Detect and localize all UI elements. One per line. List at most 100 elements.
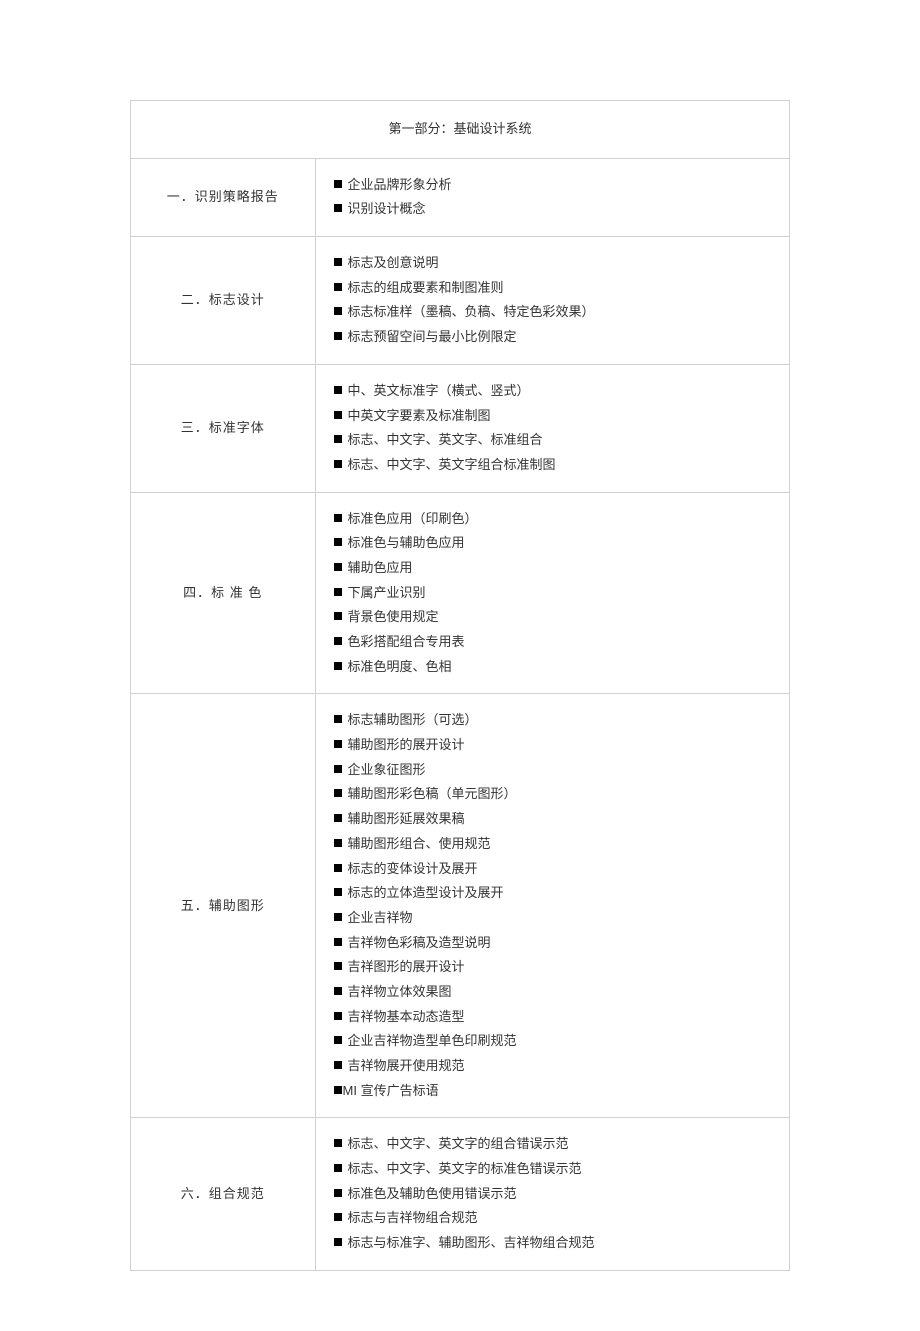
section-label-cell: 五．辅助图形 — [131, 694, 316, 1118]
list-item: 下属产业识别 — [334, 581, 771, 606]
square-bullet-icon — [334, 514, 342, 522]
section-label-cell: 二．标志设计 — [131, 237, 316, 365]
item-text: MI 宣传广告标语 — [343, 1083, 439, 1098]
table-row: 一．识别策略报告 企业品牌形象分析 识别设计概念 — [131, 158, 790, 236]
square-bullet-icon — [334, 814, 342, 822]
square-bullet-icon — [334, 637, 342, 645]
item-text: 中、英文标准字（横式、竖式） — [348, 383, 530, 398]
list-item: 标志、中文字、英文字组合标准制图 — [334, 453, 771, 478]
section-items-cell: 标志及创意说明 标志的组成要素和制图准则 标志标准样（墨稿、负稿、特定色彩效果）… — [315, 237, 789, 365]
square-bullet-icon — [334, 180, 342, 188]
list-item: 辅助色应用 — [334, 556, 771, 581]
item-text: 标志、中文字、英文字、标准组合 — [348, 432, 543, 447]
item-text: 企业吉祥物 — [348, 910, 413, 925]
list-item: 企业吉祥物 — [334, 906, 771, 931]
item-text: 标志的立体造型设计及展开 — [348, 885, 504, 900]
section-items-cell: 标准色应用（印刷色） 标准色与辅助色应用 辅助色应用 下属产业识别 背景色使用规… — [315, 492, 789, 694]
square-bullet-icon — [334, 888, 342, 896]
list-item: 企业品牌形象分析 — [334, 173, 771, 198]
square-bullet-icon — [334, 962, 342, 970]
table-row: 五．辅助图形 标志辅助图形（可选） 辅助图形的展开设计 企业象征图形 辅助图形彩… — [131, 694, 790, 1118]
section-items-cell: 企业品牌形象分析 识别设计概念 — [315, 158, 789, 236]
list-item: 中、英文标准字（横式、竖式） — [334, 379, 771, 404]
square-bullet-icon — [334, 460, 342, 468]
square-bullet-icon — [334, 612, 342, 620]
section-label: 二．标志设计 — [181, 292, 265, 307]
list-item: 标志的组成要素和制图准则 — [334, 276, 771, 301]
item-text: 辅助图形组合、使用规范 — [348, 836, 491, 851]
item-text: 辅助图形延展效果稿 — [348, 811, 465, 826]
square-bullet-icon — [334, 332, 342, 340]
section-items-cell: 标志、中文字、英文字的组合错误示范 标志、中文字、英文字的标准色错误示范 标准色… — [315, 1118, 789, 1270]
item-text: 标志预留空间与最小比例限定 — [348, 329, 517, 344]
list-item: 企业吉祥物造型单色印刷规范 — [334, 1029, 771, 1054]
square-bullet-icon — [334, 258, 342, 266]
document-table: 第一部分：基础设计系统 一．识别策略报告 企业品牌形象分析 识别设计概念 二．标… — [130, 100, 790, 1271]
list-item: 标志、中文字、英文字、标准组合 — [334, 428, 771, 453]
item-text: 辅助图形的展开设计 — [348, 737, 465, 752]
item-text: 辅助色应用 — [348, 560, 413, 575]
item-text: 企业吉祥物造型单色印刷规范 — [348, 1033, 517, 1048]
item-text: 标志、中文字、英文字组合标准制图 — [348, 457, 556, 472]
square-bullet-icon — [334, 913, 342, 921]
list-item: 标志预留空间与最小比例限定 — [334, 325, 771, 350]
square-bullet-icon — [334, 1086, 342, 1094]
item-text: 吉祥物色彩稿及造型说明 — [348, 935, 491, 950]
square-bullet-icon — [334, 588, 342, 596]
square-bullet-icon — [334, 987, 342, 995]
square-bullet-icon — [334, 307, 342, 315]
list-item: 标志的立体造型设计及展开 — [334, 881, 771, 906]
item-text: 标志、中文字、英文字的标准色错误示范 — [348, 1161, 582, 1176]
square-bullet-icon — [334, 789, 342, 797]
square-bullet-icon — [334, 765, 342, 773]
section-label: 三．标准字体 — [181, 420, 265, 435]
list-item: 标志标准样（墨稿、负稿、特定色彩效果） — [334, 300, 771, 325]
square-bullet-icon — [334, 715, 342, 723]
list-item: 标志与吉祥物组合规范 — [334, 1206, 771, 1231]
header-title: 第一部分：基础设计系统 — [388, 121, 531, 136]
item-text: 吉祥物立体效果图 — [348, 984, 452, 999]
list-item: 标准色明度、色相 — [334, 655, 771, 680]
square-bullet-icon — [334, 1139, 342, 1147]
section-label: 四．标 准 色 — [183, 585, 262, 600]
item-text: 标志与吉祥物组合规范 — [348, 1210, 478, 1225]
item-text: 标准色及辅助色使用错误示范 — [348, 1186, 517, 1201]
square-bullet-icon — [334, 204, 342, 212]
list-item: 吉祥图形的展开设计 — [334, 955, 771, 980]
section-label: 一．识别策略报告 — [167, 189, 279, 204]
square-bullet-icon — [334, 839, 342, 847]
list-item: 标志的变体设计及展开 — [334, 857, 771, 882]
square-bullet-icon — [334, 1164, 342, 1172]
list-item: 辅助图形延展效果稿 — [334, 807, 771, 832]
list-item: 吉祥物色彩稿及造型说明 — [334, 931, 771, 956]
list-item: 标志、中文字、英文字的标准色错误示范 — [334, 1157, 771, 1182]
square-bullet-icon — [334, 435, 342, 443]
item-text: 企业品牌形象分析 — [348, 177, 452, 192]
list-item: 辅助图形组合、使用规范 — [334, 832, 771, 857]
item-text: 辅助图形彩色稿（单元图形） — [348, 786, 517, 801]
list-item: 色彩搭配组合专用表 — [334, 630, 771, 655]
section-label-cell: 四．标 准 色 — [131, 492, 316, 694]
item-text: 企业象征图形 — [348, 762, 426, 777]
item-text: 标志的组成要素和制图准则 — [348, 280, 504, 295]
section-items-cell: 标志辅助图形（可选） 辅助图形的展开设计 企业象征图形 辅助图形彩色稿（单元图形… — [315, 694, 789, 1118]
section-label-cell: 一．识别策略报告 — [131, 158, 316, 236]
square-bullet-icon — [334, 1213, 342, 1221]
list-item: 背景色使用规定 — [334, 605, 771, 630]
list-item: 标志、中文字、英文字的组合错误示范 — [334, 1132, 771, 1157]
item-text: 标志与标准字、辅助图形、吉祥物组合规范 — [348, 1235, 595, 1250]
list-item: 标准色与辅助色应用 — [334, 531, 771, 556]
item-text: 背景色使用规定 — [348, 609, 439, 624]
table-row: 四．标 准 色 标准色应用（印刷色） 标准色与辅助色应用 辅助色应用 下属产业识… — [131, 492, 790, 694]
section-label-cell: 六．组合规范 — [131, 1118, 316, 1270]
table-header: 第一部分：基础设计系统 — [131, 101, 790, 159]
item-text: 标志辅助图形（可选） — [348, 712, 478, 727]
list-item: 标志及创意说明 — [334, 251, 771, 276]
square-bullet-icon — [334, 386, 342, 394]
item-text: 标准色应用（印刷色） — [348, 511, 478, 526]
list-item: 标志辅助图形（可选） — [334, 708, 771, 733]
item-text: 标准色明度、色相 — [348, 659, 452, 674]
item-text: 中英文字要素及标准制图 — [348, 408, 491, 423]
square-bullet-icon — [334, 538, 342, 546]
item-text: 标志的变体设计及展开 — [348, 861, 478, 876]
